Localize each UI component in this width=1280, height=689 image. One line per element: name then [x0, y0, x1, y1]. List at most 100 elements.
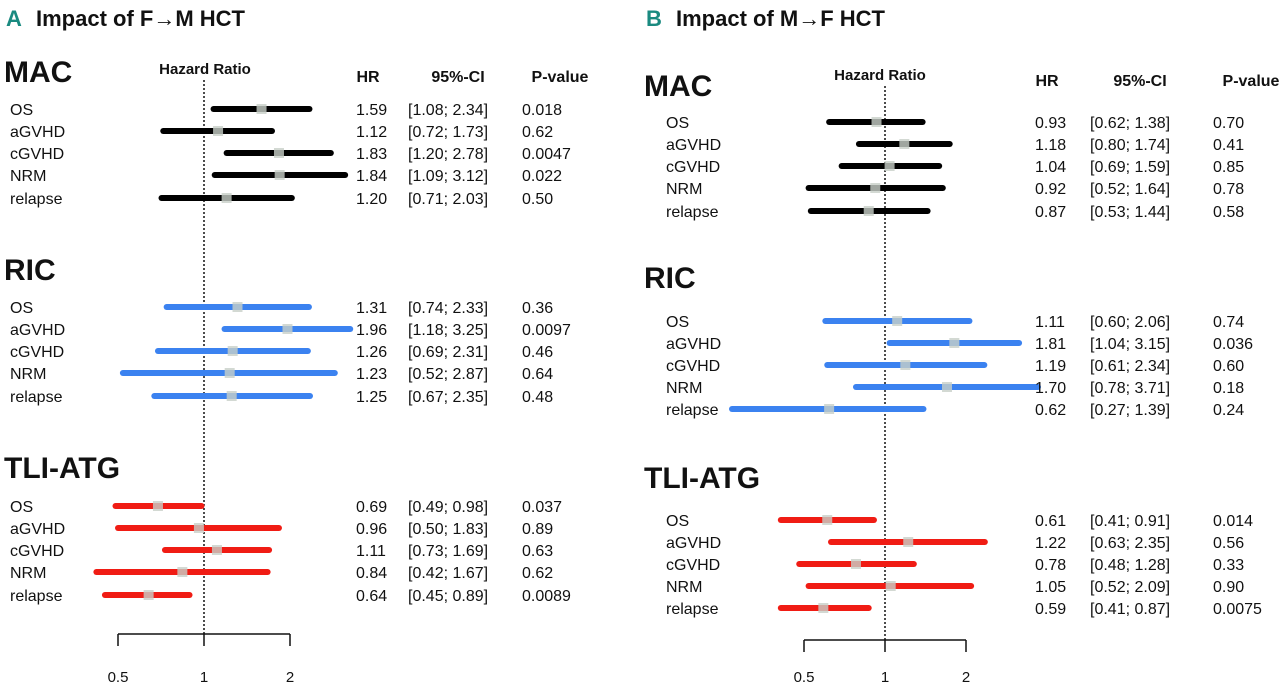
column-header-pvalue: P-value	[1223, 73, 1280, 90]
hr-point	[227, 346, 238, 356]
p-value: 0.014	[1213, 513, 1253, 530]
row-label: aGVHD	[666, 336, 721, 353]
hr-value: 0.62	[1035, 402, 1066, 419]
row-label: aGVHD	[10, 521, 65, 538]
hr-point	[177, 567, 188, 577]
hr-point	[822, 515, 833, 525]
hr-value: 1.31	[356, 300, 387, 317]
ci-value: [0.50; 1.83]	[408, 521, 488, 538]
row-label: aGVHD	[10, 322, 65, 339]
ci-value: [0.52; 2.09]	[1090, 579, 1170, 596]
row-label: aGVHD	[10, 124, 65, 141]
row-label: NRM	[10, 168, 46, 185]
panel-title: Impact of F→M HCT	[36, 6, 246, 31]
p-value: 0.0075	[1213, 601, 1262, 618]
p-value: 0.56	[1213, 535, 1244, 552]
p-value: 0.50	[522, 191, 553, 208]
group-title-ric: RIC	[4, 254, 56, 287]
hr-point	[903, 537, 914, 547]
hr-value: 0.59	[1035, 601, 1066, 618]
p-value: 0.58	[1213, 204, 1244, 221]
ci-value: [0.60; 2.06]	[1090, 314, 1170, 331]
hr-value: 1.70	[1035, 380, 1066, 397]
panel-letter: B	[646, 6, 662, 31]
ci-value: [1.08; 2.34]	[408, 102, 488, 119]
hr-point	[224, 368, 235, 378]
row-label: OS	[666, 115, 689, 132]
ci-value: [1.20; 2.78]	[408, 146, 488, 163]
row-label: NRM	[666, 181, 702, 198]
hr-point	[824, 404, 835, 414]
row-label: relapse	[666, 204, 719, 221]
column-header-ci: 95%-CI	[1113, 73, 1166, 90]
column-header-pvalue: P-value	[532, 69, 589, 86]
p-value: 0.78	[1213, 181, 1244, 198]
p-value: 0.48	[522, 389, 553, 406]
ci-value: [0.27; 1.39]	[1090, 402, 1170, 419]
row-label: cGVHD	[10, 146, 64, 163]
row-label: cGVHD	[10, 344, 64, 361]
ci-value: [0.61; 2.34]	[1090, 358, 1170, 375]
row-label: OS	[10, 300, 33, 317]
hr-value: 1.04	[1035, 159, 1066, 176]
ci-value: [0.49; 0.98]	[408, 499, 488, 516]
p-value: 0.0047	[522, 146, 571, 163]
ci-value: [0.69; 2.31]	[408, 344, 488, 361]
group-title-mac: MAC	[644, 70, 712, 103]
hr-value: 1.20	[356, 191, 387, 208]
axis-title: Hazard Ratio	[159, 61, 251, 78]
ci-value: [1.09; 3.12]	[408, 168, 488, 185]
hr-value: 1.26	[356, 344, 387, 361]
hr-value: 1.84	[356, 168, 387, 185]
hr-point	[818, 603, 829, 613]
hr-value: 0.96	[356, 521, 387, 538]
p-value: 0.0097	[522, 322, 571, 339]
group-title-tli-atg: TLI-ATG	[644, 462, 760, 495]
ci-value: [0.52; 2.87]	[408, 366, 488, 383]
p-value: 0.64	[522, 366, 553, 383]
hr-value: 1.59	[356, 102, 387, 119]
row-label: aGVHD	[666, 535, 721, 552]
hr-point	[850, 559, 861, 569]
hr-point	[871, 117, 882, 127]
ci-value: [0.69; 1.59]	[1090, 159, 1170, 176]
x-tick-label: 1	[200, 669, 208, 686]
row-label: relapse	[10, 191, 63, 208]
hr-point	[884, 161, 895, 171]
group-title-mac: MAC	[4, 56, 72, 89]
p-value: 0.74	[1213, 314, 1244, 331]
row-label: OS	[10, 499, 33, 516]
x-tick-label: 0.5	[108, 669, 129, 686]
p-value: 0.89	[522, 521, 553, 538]
ci-value: [0.80; 1.74]	[1090, 137, 1170, 154]
ci-value: [0.41; 0.91]	[1090, 513, 1170, 530]
ci-value: [1.18; 3.25]	[408, 322, 488, 339]
row-label: cGVHD	[666, 358, 720, 375]
ci-value: [0.71; 2.03]	[408, 191, 488, 208]
ci-value: [0.73; 1.69]	[408, 543, 488, 560]
p-value: 0.63	[522, 543, 553, 560]
p-value: 0.60	[1213, 358, 1244, 375]
p-value: 0.0089	[522, 588, 571, 605]
ci-value: [0.74; 2.33]	[408, 300, 488, 317]
p-value: 0.36	[522, 300, 553, 317]
hr-value: 1.96	[356, 322, 387, 339]
ci-value: [0.52; 1.64]	[1090, 181, 1170, 198]
p-value: 0.18	[1213, 380, 1244, 397]
hr-value: 1.05	[1035, 579, 1066, 596]
hr-point	[232, 302, 243, 312]
row-label: NRM	[10, 366, 46, 383]
hr-point	[193, 523, 204, 533]
row-label: OS	[666, 314, 689, 331]
hr-value: 0.61	[1035, 513, 1066, 530]
p-value: 0.62	[522, 565, 553, 582]
ci-value: [0.72; 1.73]	[408, 124, 488, 141]
hr-value: 1.81	[1035, 336, 1066, 353]
p-value: 0.037	[522, 499, 562, 516]
p-value: 0.90	[1213, 579, 1244, 596]
hr-value: 1.23	[356, 366, 387, 383]
hr-point	[143, 590, 154, 600]
column-header-hr: HR	[1035, 73, 1059, 90]
x-tick-label: 2	[962, 669, 970, 686]
